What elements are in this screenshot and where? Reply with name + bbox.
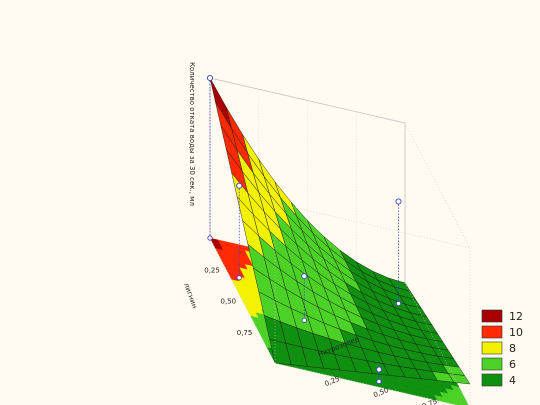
legend-label: 4 <box>509 374 516 387</box>
y-tick-label: 0,50 <box>221 298 237 306</box>
box-edge-front <box>209 237 276 364</box>
box-edge-front <box>274 202 471 249</box>
floor-cell <box>458 400 469 405</box>
legend-label: 6 <box>509 358 516 371</box>
legend-label: 8 <box>509 342 516 355</box>
box-edge-front <box>274 362 459 405</box>
x-tick-label: 0,25 <box>324 375 341 388</box>
y-tick-label: 0,75 <box>237 329 253 337</box>
response-surface <box>209 77 471 385</box>
axis-box-front <box>209 122 471 405</box>
legend: 12 10 8 6 4 <box>481 309 523 387</box>
legend-label: 10 <box>509 326 523 339</box>
design-point-projection <box>301 317 307 323</box>
design-point-projection <box>236 275 242 281</box>
y-axis-title: лигнин <box>182 282 199 310</box>
design-point <box>395 198 402 205</box>
legend-swatch <box>481 357 503 371</box>
design-point <box>301 273 308 280</box>
design-point <box>375 366 383 373</box>
legend-label: 12 <box>509 310 523 323</box>
box-edge-front <box>404 282 469 405</box>
legend-swatch <box>481 325 503 339</box>
legend-swatch <box>481 309 503 323</box>
y-tick-label: 0,25 <box>204 266 220 274</box>
design-point <box>206 74 214 82</box>
z-axis-title: Количество отката воды за 30 сек., мл <box>188 62 196 206</box>
legend-swatch <box>481 373 503 387</box>
x-tick-label: 0,50 <box>372 386 389 399</box>
design-point-projection <box>376 378 382 385</box>
legend-swatch <box>481 341 503 355</box>
box-edge-front <box>404 122 471 249</box>
design-point <box>236 182 243 189</box>
design-point-projection <box>395 300 402 307</box>
floor-cell <box>450 398 462 405</box>
x-tick-label: 0,75 <box>421 397 438 405</box>
design-points <box>206 74 402 385</box>
